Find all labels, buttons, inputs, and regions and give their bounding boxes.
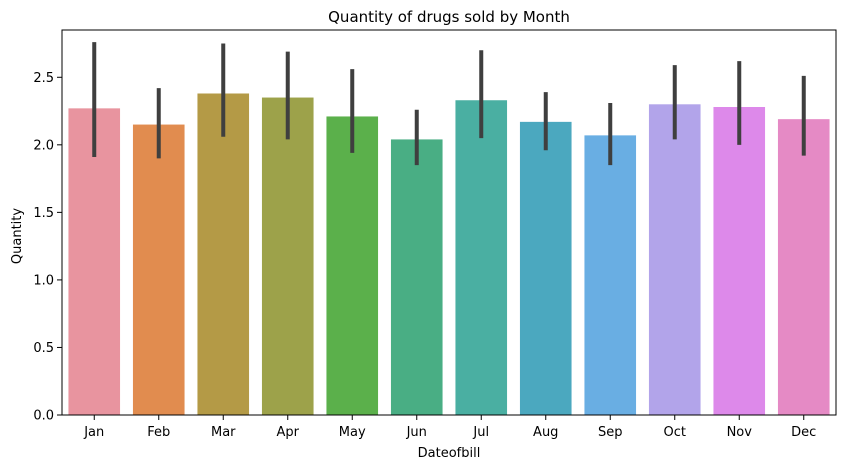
bar-dec xyxy=(777,119,830,415)
bar-apr xyxy=(261,97,314,416)
bar-jan xyxy=(68,108,121,415)
x-tick-label: May xyxy=(339,425,366,440)
y-tick-label: 0.0 xyxy=(33,409,54,424)
y-tick-label: 2.0 xyxy=(33,138,54,153)
x-tick-label: Dec xyxy=(791,425,816,440)
plot-area xyxy=(61,29,837,416)
x-axis-label: Dateofbill xyxy=(418,446,481,461)
x-axis: Jan Feb Mar Apr May Jun Jul Aug Sep Oct Nov Dec xyxy=(83,415,816,440)
x-tick-label: Sep xyxy=(598,425,623,440)
x-tick-label: Aug xyxy=(533,425,558,440)
y-tick-label: 0.5 xyxy=(33,341,54,356)
x-tick-label: Apr xyxy=(277,425,300,440)
y-tick-label: 1.5 xyxy=(33,206,54,221)
bar-sep xyxy=(584,135,637,416)
y-tick-label: 1.0 xyxy=(33,273,54,288)
x-tick-label: Feb xyxy=(147,425,170,440)
bar-nov xyxy=(713,107,766,415)
y-axis: 0.0 0.5 1.0 1.5 2.0 2.5 xyxy=(33,71,62,424)
x-tick-label: Mar xyxy=(211,425,236,440)
x-tick-label: Jan xyxy=(83,425,104,440)
chart-title: Quantity of drugs sold by Month xyxy=(328,8,570,26)
bar-feb xyxy=(132,124,185,415)
x-tick-label: Jun xyxy=(406,425,427,440)
x-tick-label: Nov xyxy=(727,425,753,440)
bar-aug xyxy=(519,121,572,415)
bar-may xyxy=(326,116,379,415)
y-axis-label: Quantity xyxy=(10,208,25,264)
bar-mar xyxy=(197,93,250,416)
plot-frame xyxy=(61,29,837,416)
x-tick-label: Jul xyxy=(472,425,489,440)
x-tick-label: Oct xyxy=(664,425,686,440)
bar-oct xyxy=(648,104,701,415)
bar-jun xyxy=(390,139,443,415)
bar-jul xyxy=(455,100,508,416)
y-tick-label: 2.5 xyxy=(33,71,54,86)
